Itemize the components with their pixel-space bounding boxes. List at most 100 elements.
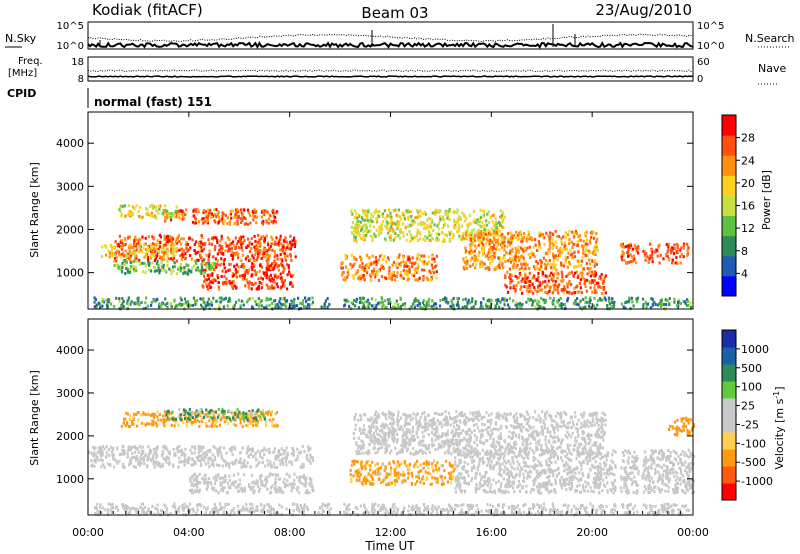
- data-cell: [493, 251, 496, 255]
- data-cell: [217, 285, 220, 289]
- data-cell: [175, 210, 179, 214]
- data-cell: [513, 443, 516, 447]
- data-cell: [465, 256, 468, 259]
- data-cell: [190, 488, 193, 492]
- data-cell: [257, 249, 260, 253]
- data-cell: [160, 260, 163, 264]
- data-cell: [504, 259, 507, 263]
- data-cell: [156, 410, 159, 414]
- data-cell: [411, 265, 414, 269]
- data-cell: [654, 250, 657, 254]
- data-cell: [557, 291, 560, 295]
- data-cell: [151, 215, 154, 219]
- data-cell: [238, 410, 241, 414]
- data-cell: [277, 450, 280, 454]
- data-cell: [259, 475, 262, 479]
- data-cell: [247, 416, 250, 420]
- data-cell: [370, 269, 374, 273]
- data-cell: [520, 279, 523, 283]
- data-cell: [170, 257, 173, 261]
- data-cell: [551, 276, 554, 280]
- data-cell: [377, 215, 381, 218]
- data-cell: [252, 283, 255, 287]
- data-cell: [365, 305, 368, 309]
- data-cell: [538, 301, 541, 305]
- data-cell: [166, 259, 169, 263]
- data-cell: [410, 481, 414, 485]
- data-cell: [501, 225, 504, 229]
- data-cell: [385, 483, 388, 487]
- data-cell: [510, 249, 513, 253]
- data-cell: [533, 238, 537, 242]
- colorbar-tick-label: 4: [741, 267, 748, 280]
- data-cell: [305, 489, 309, 492]
- data-cell: [532, 291, 535, 295]
- data-cell: [475, 262, 478, 266]
- data-cell: [368, 302, 371, 305]
- data-cell: [503, 256, 506, 259]
- data-cell: [206, 273, 209, 277]
- data-cell: [258, 249, 262, 253]
- data-cell: [374, 470, 377, 473]
- data-cell: [384, 259, 388, 263]
- data-cell: [356, 216, 359, 220]
- data-cell: [416, 268, 419, 272]
- data-cell: [428, 229, 431, 233]
- data-cell: [448, 237, 452, 241]
- data-cell: [223, 274, 226, 278]
- data-cell: [261, 265, 264, 269]
- data-cell: [147, 453, 150, 457]
- data-cell: [553, 288, 556, 291]
- data-cell: [183, 302, 186, 306]
- data-cell: [158, 255, 161, 259]
- data-cell: [216, 262, 219, 266]
- data-cell: [176, 236, 179, 240]
- data-cell: [631, 300, 634, 304]
- data-cell: [234, 245, 237, 249]
- data-cell: [512, 299, 515, 303]
- data-cell: [245, 278, 248, 282]
- data-cell: [274, 216, 277, 219]
- data-cell: [221, 486, 224, 490]
- data-cell: [110, 249, 113, 253]
- data-cell: [380, 253, 383, 257]
- data-cell: [374, 256, 377, 260]
- data-cell: [245, 451, 248, 455]
- data-cell: [204, 473, 207, 477]
- data-cell: [507, 240, 510, 244]
- data-cell: [194, 299, 197, 303]
- data-cell: [278, 489, 282, 493]
- data-cell: [197, 410, 200, 414]
- data-cell: [259, 455, 262, 459]
- freq-traces: [87, 69, 694, 78]
- data-cell: [483, 209, 486, 213]
- data-cell: [547, 279, 550, 283]
- data-cell: [622, 253, 625, 257]
- data-cell: [364, 451, 367, 455]
- data-cell: [207, 297, 210, 301]
- data-cell: [228, 479, 231, 482]
- data-cell: [671, 261, 674, 265]
- data-cell: [184, 270, 187, 274]
- data-cell: [196, 485, 199, 489]
- data-cell: [127, 204, 131, 208]
- data-cell: [187, 304, 190, 308]
- data-cell: [473, 249, 476, 253]
- data-cell: [196, 489, 199, 493]
- data-cell: [171, 248, 174, 252]
- data-cell: [147, 258, 150, 262]
- data-cell: [117, 242, 120, 246]
- data-cell: [428, 269, 431, 273]
- data-cell: [509, 231, 513, 235]
- data-cell: [578, 260, 581, 263]
- data-cell: [118, 299, 121, 303]
- data-cell: [194, 303, 197, 306]
- data-cell: [571, 256, 574, 259]
- data-cell: [407, 215, 410, 219]
- data-cell: [189, 448, 192, 452]
- data-cell: [445, 234, 448, 237]
- data-cell: [564, 241, 567, 245]
- data-cell: [140, 413, 143, 417]
- data-cell: [595, 243, 598, 247]
- data-cell: [274, 485, 277, 489]
